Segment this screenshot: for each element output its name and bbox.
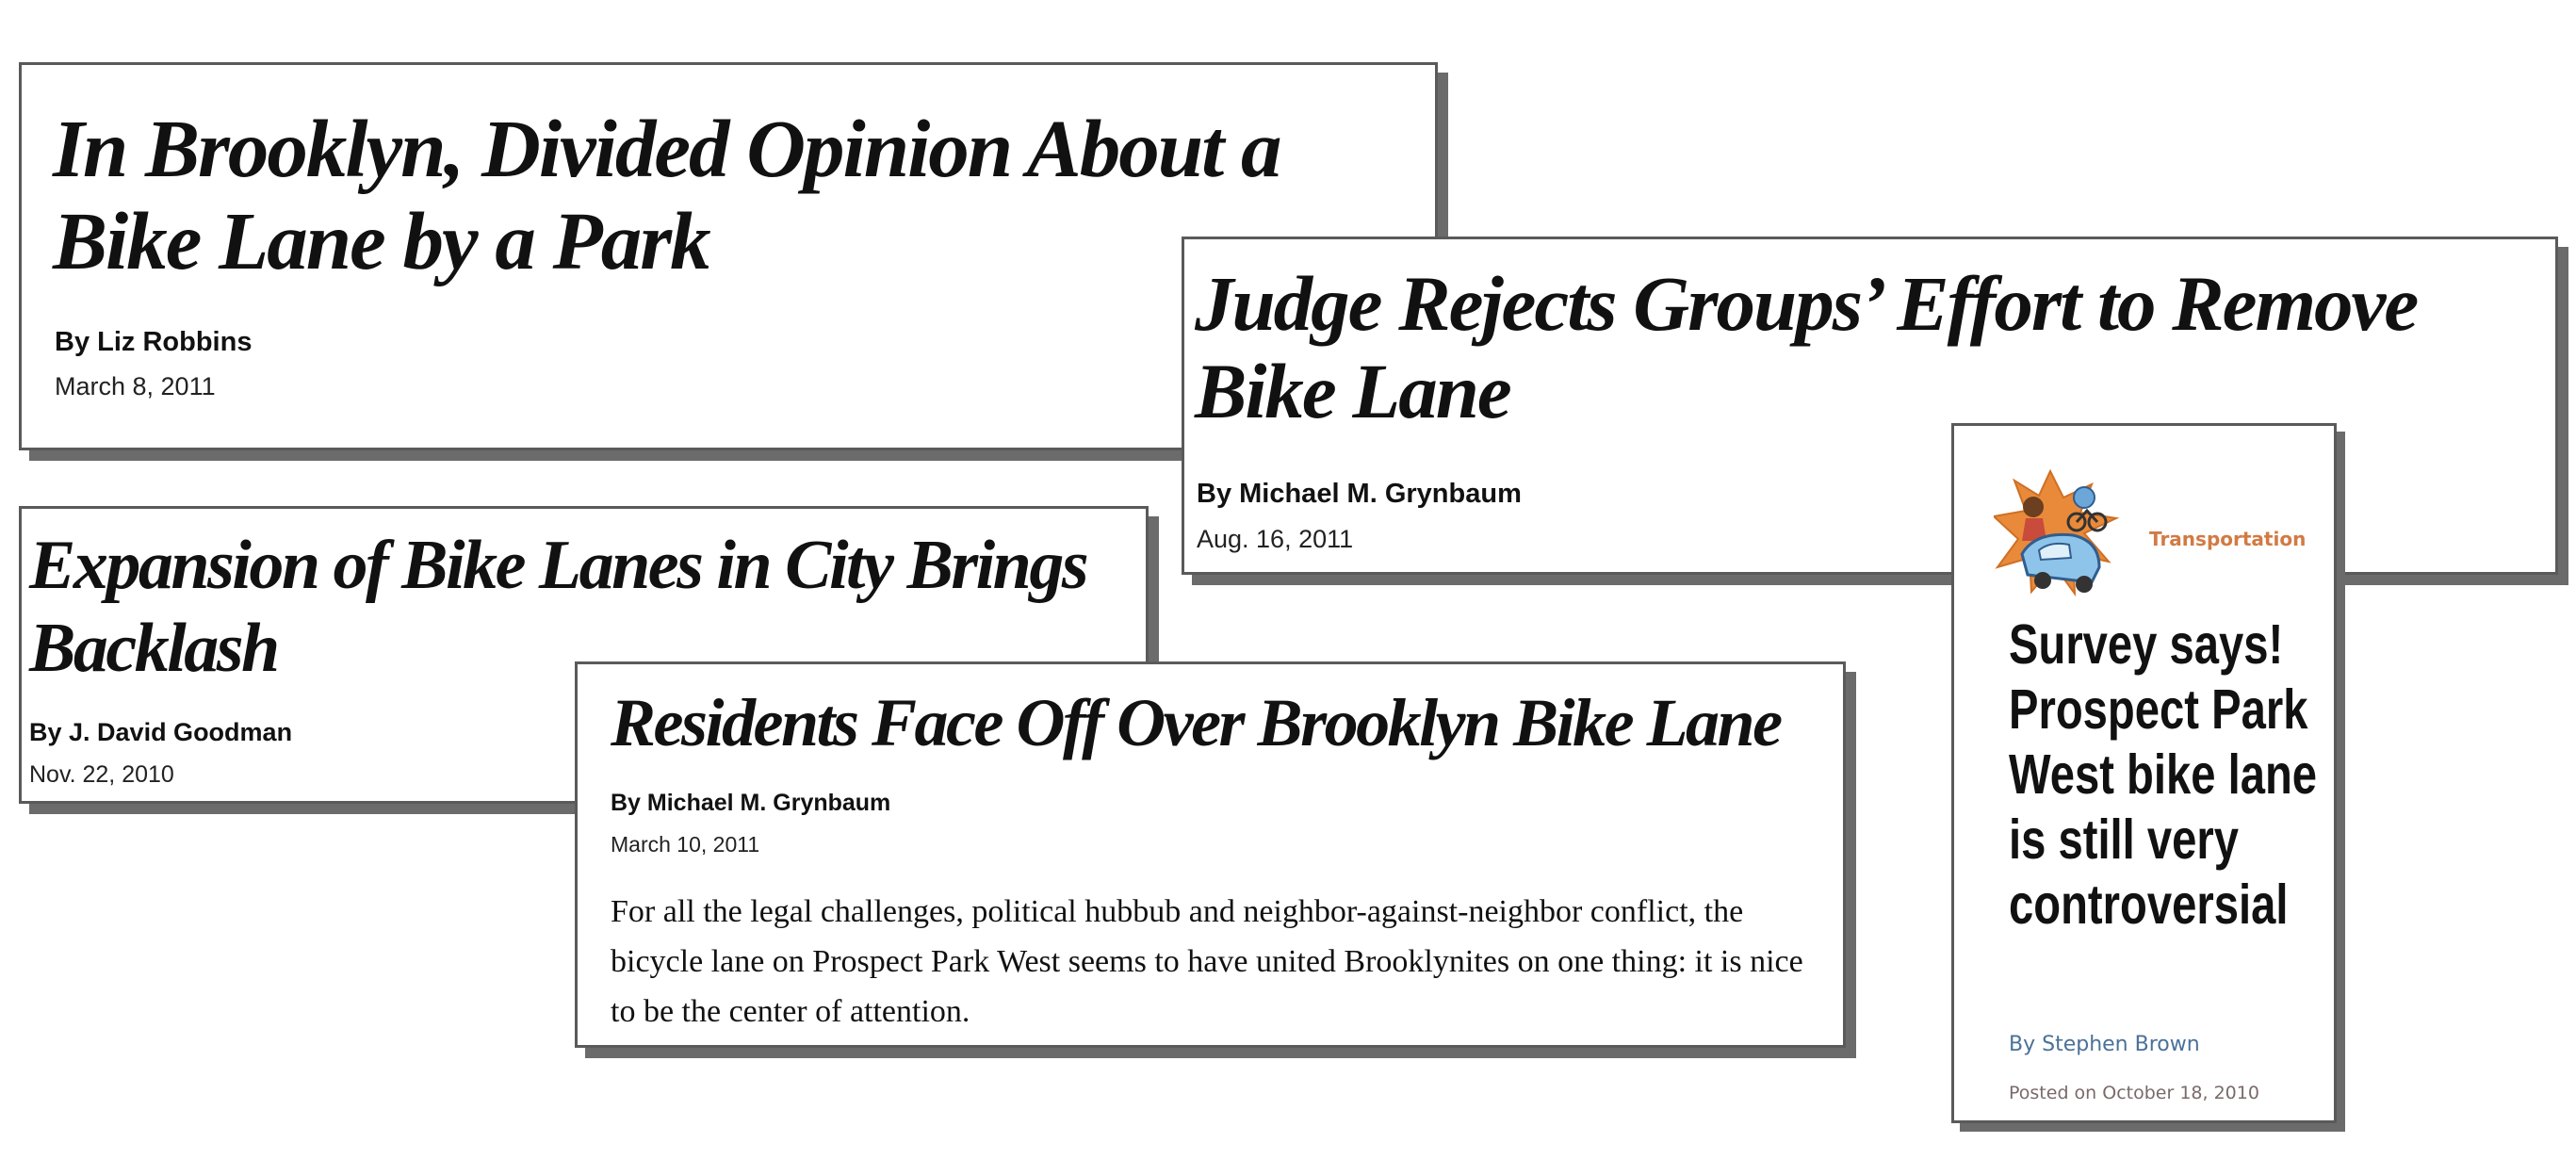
blog-posted-date: Posted on October 18, 2010 — [2009, 1083, 2259, 1103]
article-byline: By J. David Goodman — [29, 718, 293, 746]
article-headline[interactable]: Expansion of Bike Lanes in City Brings B… — [29, 527, 1089, 687]
article-date: March 8, 2011 — [55, 372, 216, 400]
article-date: Aug. 16, 2011 — [1197, 525, 1354, 553]
article-byline: By Michael M. Grynbaum — [611, 790, 891, 816]
blog-card-survey-says[interactable]: Transportation Survey says! Prospect Par… — [1951, 423, 2337, 1123]
article-byline: By Liz Robbins — [55, 327, 253, 357]
bike-frame — [2075, 508, 2099, 524]
article-card-residents-face-off[interactable]: Residents Face Off Over Brooklyn Bike La… — [575, 661, 1846, 1048]
article-summary: For all the legal challenges, political … — [611, 894, 1803, 1029]
article-headline[interactable]: Judge Rejects Groups’ Effort to Remove B… — [1195, 260, 2419, 434]
category-label[interactable]: Transportation — [2149, 528, 2307, 550]
cyclist-head — [2023, 497, 2044, 517]
bike-wheel — [2087, 512, 2108, 532]
cyclist-body — [2022, 518, 2046, 541]
article-card-judge-rejects[interactable]: Judge Rejects Groups’ Effort to Remove B… — [1182, 237, 2558, 575]
cyclists-and-car-collision-illustration — [1991, 464, 2126, 600]
article-date: Nov. 22, 2010 — [29, 761, 174, 788]
article-headline[interactable]: Residents Face Off Over Brooklyn Bike La… — [611, 685, 1783, 760]
collision-illustration-svg — [1991, 468, 2120, 597]
article-headline[interactable]: In Brooklyn, Divided Opinion About a Bik… — [53, 103, 1282, 286]
car-windshield — [2037, 542, 2073, 562]
car-wheel — [2034, 572, 2051, 589]
blog-headline[interactable]: Survey says! Prospect Park West bike lan… — [2009, 613, 2318, 936]
article-byline: By Michael M. Grynbaum — [1197, 479, 1522, 509]
blog-byline[interactable]: By Stephen Brown — [2009, 1033, 2200, 1056]
helmet-head — [2073, 486, 2095, 509]
article-date: March 10, 2011 — [611, 832, 760, 857]
car-wheel — [2076, 576, 2093, 593]
bike-wheel — [2066, 512, 2087, 532]
